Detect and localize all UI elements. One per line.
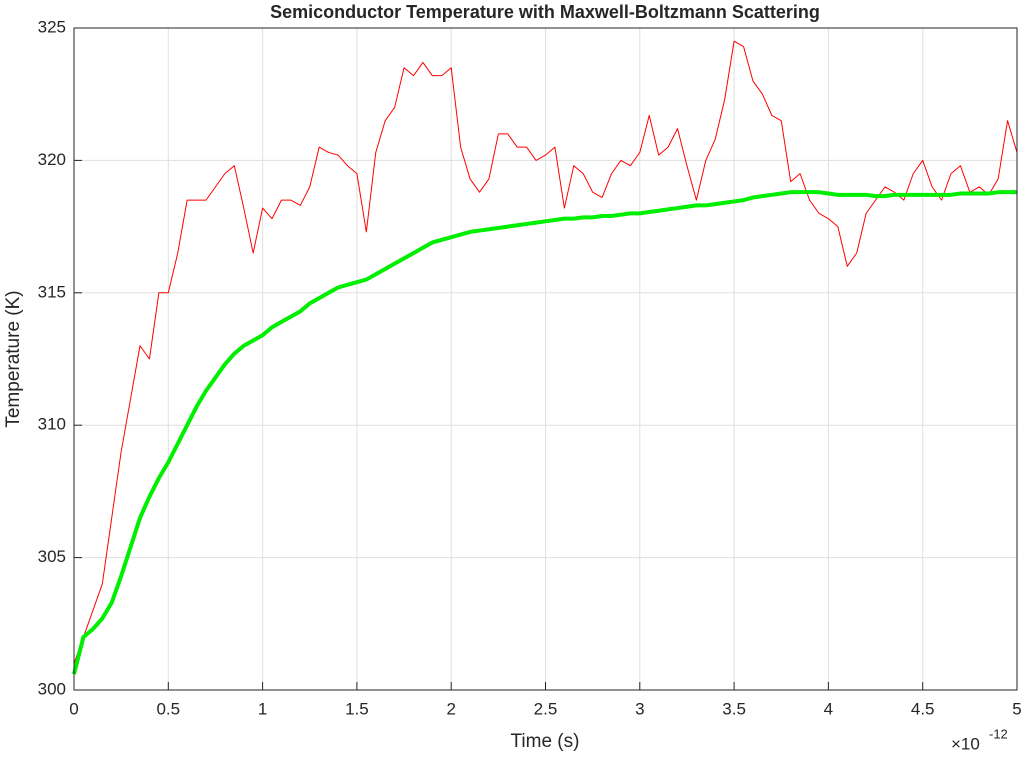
x-tick-label: 2.5 xyxy=(534,699,558,718)
chart-title: Semiconductor Temperature with Maxwell-B… xyxy=(270,2,820,22)
x-tick-label: 3 xyxy=(635,699,644,718)
x-tick-label: 0.5 xyxy=(156,699,180,718)
y-tick-label: 315 xyxy=(38,282,66,301)
data-line xyxy=(72,190,1017,675)
y-tick-label: 305 xyxy=(38,547,66,566)
axes-box xyxy=(73,27,1018,691)
y-axis-label: Temperature (K) xyxy=(3,290,24,427)
x-tick-label: 3.5 xyxy=(722,699,746,718)
x-tick-label: 1 xyxy=(258,699,267,718)
x-axis-label: Time (s) xyxy=(511,731,580,752)
x-tick-label: 0 xyxy=(69,699,78,718)
y-tick-label: 325 xyxy=(38,17,66,36)
x-tick-label: 2 xyxy=(446,699,455,718)
x-tick-label: 1.5 xyxy=(345,699,369,718)
plot-layer: 0 0.5 1 1.5 2 2.5 3 3.5 4 4.5 5 300 305 310 315 320 325 xyxy=(38,17,1022,718)
y-tick-label: 310 xyxy=(38,415,66,434)
x-tick-label: 4 xyxy=(824,699,833,718)
x-exponent: -12 xyxy=(989,726,1008,741)
y-tick-label: 300 xyxy=(38,679,66,698)
x-tick-label: 4.5 xyxy=(911,699,935,718)
x-multiplier: ×10 xyxy=(951,734,980,753)
y-tick-label: 320 xyxy=(38,150,66,169)
data-line xyxy=(73,40,1018,664)
x-tick-label: 5 xyxy=(1012,699,1021,718)
